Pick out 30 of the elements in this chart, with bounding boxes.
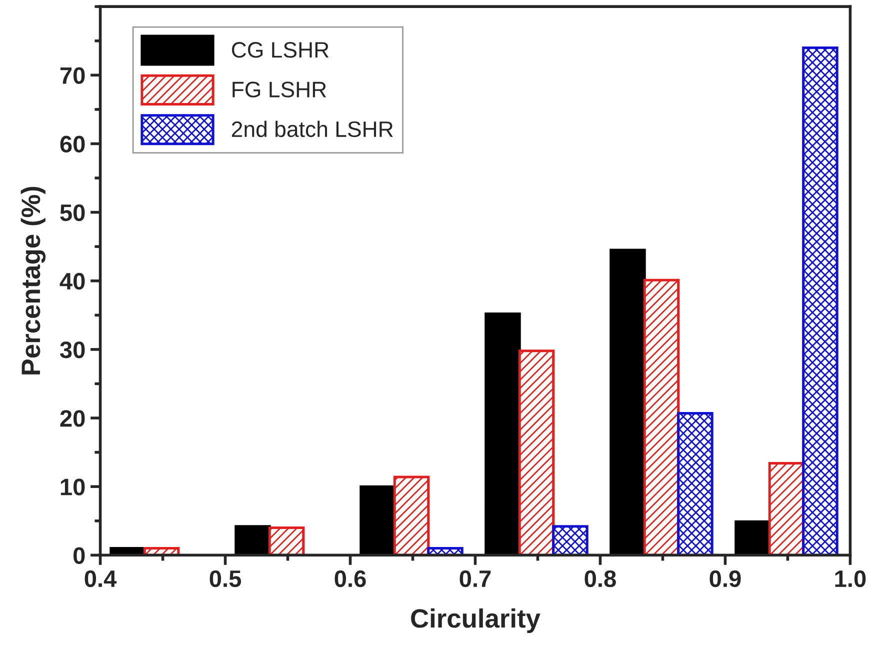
bar [268,526,305,556]
x-axis-title: Circularity [411,608,540,634]
y-axis-title: Percentage (%) [20,186,46,374]
x-tick-label: 0.6 [334,570,366,588]
x-tick-label: 0.4 [84,570,117,588]
y-tick-label: 70 [60,67,85,84]
legend-label: CG LSHR [232,42,329,58]
x-tick-label: 0.8 [584,570,616,588]
bar [802,46,838,556]
y-tick-label: 40 [60,272,85,290]
x-tick-label: 0.9 [710,570,741,588]
legend-label: FG LSHR [232,82,326,98]
y-tick-label: 50 [60,204,85,222]
bar [234,525,271,556]
x-tick-label: 0.5 [210,570,242,588]
bar [552,525,588,556]
bar [484,312,521,556]
y-tick-label: 10 [60,478,85,496]
x-tick-label: 1.0 [835,570,866,588]
bar [610,248,646,556]
bar [677,412,714,556]
legend-label: 2nd batch LSHR [232,120,393,138]
y-tick-label: 30 [60,342,85,358]
y-tick-label: 0 [74,547,85,564]
y-tick-label: 20 [60,410,85,427]
bar [643,278,680,556]
y-tick-label: 60 [60,136,85,153]
bar [393,476,430,556]
bar [518,350,555,556]
x-tick-label: 0.7 [460,570,491,588]
